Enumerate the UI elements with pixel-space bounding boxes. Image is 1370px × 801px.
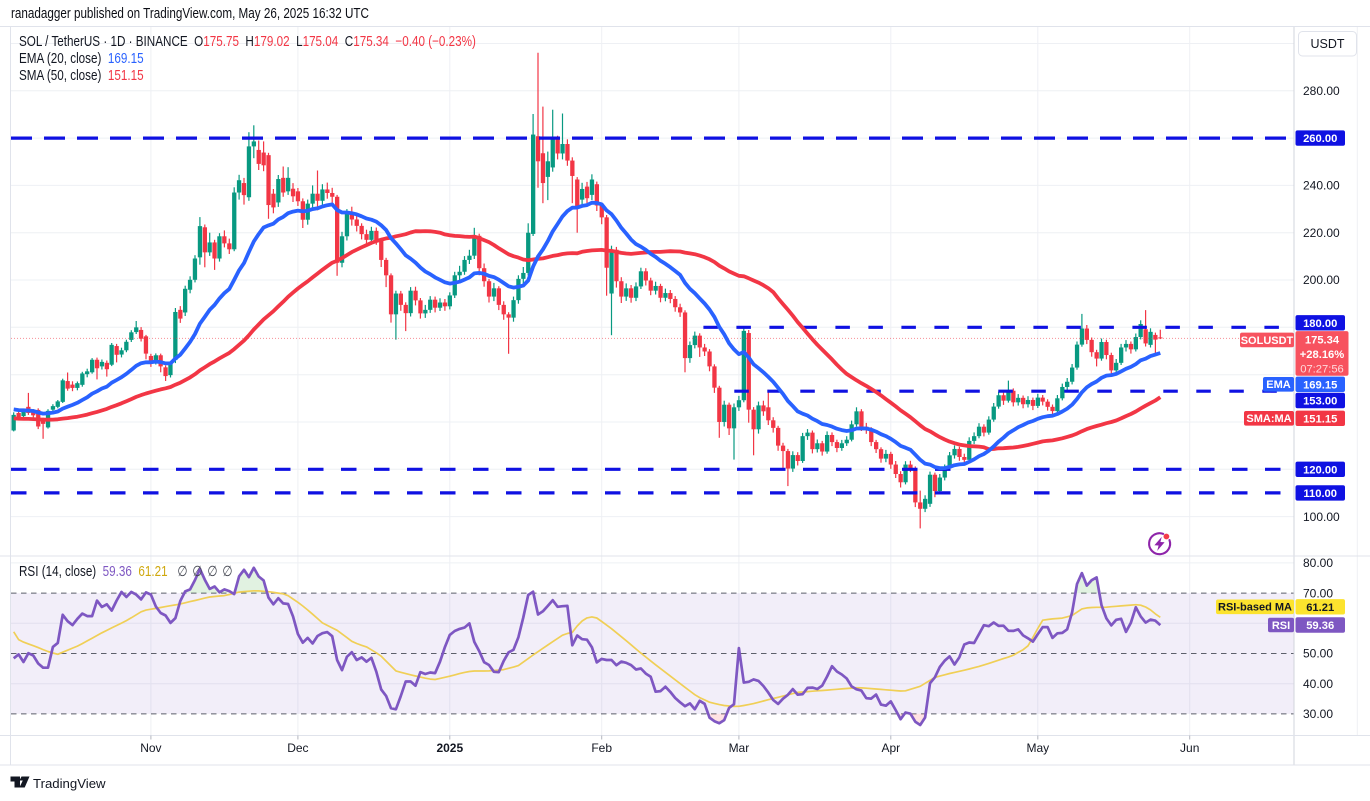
svg-text:110.00: 110.00	[1303, 488, 1337, 500]
svg-text:07:27:56: 07:27:56	[1300, 364, 1344, 376]
svg-text:200.00: 200.00	[1303, 273, 1340, 287]
svg-text:Feb: Feb	[591, 741, 612, 755]
svg-text:80.00: 80.00	[1303, 556, 1333, 570]
svg-text:151.15: 151.15	[1303, 413, 1337, 425]
svg-text:Mar: Mar	[729, 741, 750, 755]
svg-text:70.00: 70.00	[1303, 586, 1333, 600]
svg-text:180.00: 180.00	[1303, 318, 1337, 330]
svg-text:USDT: USDT	[1310, 37, 1344, 51]
svg-text:59.36: 59.36	[1306, 620, 1334, 632]
svg-text:153.00: 153.00	[1303, 396, 1337, 408]
svg-text:240.00: 240.00	[1303, 179, 1340, 193]
svg-text:+28.16%: +28.16%	[1300, 349, 1345, 361]
svg-text:61.21: 61.21	[1306, 602, 1334, 614]
svg-text:Jun: Jun	[1180, 741, 1199, 755]
svg-text:SOLUSDT: SOLUSDT	[1241, 335, 1294, 347]
svg-text:Nov: Nov	[140, 741, 161, 755]
svg-text:120.00: 120.00	[1303, 464, 1337, 476]
svg-text:50.00: 50.00	[1303, 647, 1333, 661]
svg-text:220.00: 220.00	[1303, 226, 1340, 240]
svg-text:May: May	[1026, 741, 1049, 755]
svg-text:169.15: 169.15	[1303, 379, 1337, 391]
svg-text:Apr: Apr	[881, 741, 900, 755]
svg-text:RSI-based MA: RSI-based MA	[1218, 602, 1292, 614]
svg-text:RSI: RSI	[1272, 620, 1290, 632]
svg-text:175.34: 175.34	[1305, 335, 1340, 347]
svg-text:30.00: 30.00	[1303, 707, 1333, 721]
svg-text:100.00: 100.00	[1303, 510, 1340, 524]
svg-text:280.00: 280.00	[1303, 84, 1340, 98]
svg-text:260.00: 260.00	[1303, 133, 1337, 145]
svg-text:2025: 2025	[436, 741, 463, 755]
svg-text:40.00: 40.00	[1303, 677, 1333, 691]
svg-text:TradingView: TradingView	[33, 776, 106, 791]
svg-text:SMA:MA: SMA:MA	[1246, 413, 1291, 425]
svg-text:EMA: EMA	[1266, 379, 1291, 391]
svg-text:Dec: Dec	[287, 741, 308, 755]
